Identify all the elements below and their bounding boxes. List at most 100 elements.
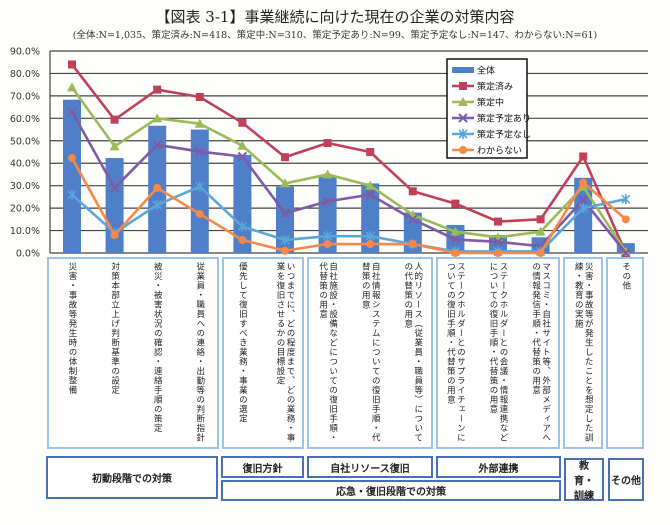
- point-策定予定あり: [322, 196, 333, 207]
- group-external: 外部連携: [436, 456, 561, 478]
- point-策定予定なし: [578, 203, 588, 214]
- point-わからない: [323, 240, 332, 249]
- point-わからない: [408, 240, 417, 249]
- point-策定予定あり: [365, 189, 375, 200]
- point-策定中: [194, 118, 205, 128]
- point-策定中: [450, 226, 461, 236]
- point-策定済み: [281, 153, 289, 162]
- chart-subtitle: (全体:N=1,035、策定済み:N=418、策定中:N=310、策定予定あり:…: [72, 30, 598, 41]
- point-策定済み: [238, 118, 247, 127]
- point-策定済み: [110, 115, 119, 124]
- point-策定済み: [153, 85, 162, 94]
- y-tick-label: 50.0%: [10, 136, 40, 147]
- point-わからない: [451, 249, 460, 257]
- point-策定済み: [536, 215, 545, 224]
- y-tick-label: 0.0%: [16, 249, 40, 260]
- point-策定中: [109, 141, 120, 151]
- y-tick-label: 90.0%: [10, 47, 40, 58]
- category-label: 災害・事故等が発生したことを想定した訓練・教育の実施: [573, 262, 594, 443]
- y-tick-label: 10.0%: [10, 226, 40, 237]
- category-label: ステークホルダーとのサプライチェーンについての復旧手順・代替策の用意: [445, 262, 466, 443]
- category-label: 対策本部立上げ判断基準の設定: [109, 262, 120, 395]
- point-策定予定なし: [323, 231, 333, 242]
- category-label: ステークホルダーとの会議・情報連携などについての復旧手順・代替策の用意: [488, 262, 508, 443]
- category-label: 被災・被害状況の確認・連絡手順の策定: [152, 262, 163, 433]
- category-label: 従業員・職員への連絡・出勤等の判断指針: [194, 262, 205, 443]
- category-group-box-external: [436, 257, 560, 449]
- point-策定予定あり: [621, 248, 631, 258]
- point-策定中: [280, 178, 290, 188]
- group-other: その他: [608, 458, 644, 501]
- point-策定済み: [195, 93, 204, 102]
- y-tick-label: 40.0%: [10, 159, 40, 170]
- point-わからない: [366, 240, 375, 249]
- category-label: 災害・事故等発生時の体制整備: [67, 262, 77, 395]
- legend-label: 策定予定あり: [477, 113, 531, 125]
- point-策定済み: [366, 148, 375, 156]
- point-策定予定なし: [237, 221, 247, 232]
- category-group-box-resources: [307, 257, 433, 449]
- group-own-resources: 自社リソース復旧: [307, 456, 433, 478]
- series-策定済み: [68, 60, 630, 257]
- point-策定中: [365, 180, 376, 190]
- point-策定予定あり: [578, 195, 588, 205]
- y-tick-label: 30.0%: [10, 181, 40, 192]
- line-策定予定あり: [70, 110, 627, 254]
- point-策定中: [152, 113, 163, 123]
- point-策定済み: [579, 152, 588, 161]
- bar-全体: [276, 186, 294, 253]
- series-策定予定あり: [67, 106, 631, 258]
- line-わからない: [70, 157, 627, 255]
- legend-marker: [458, 97, 468, 106]
- legend-swatch: [452, 67, 474, 73]
- category-label: その他: [620, 262, 631, 291]
- point-策定予定なし: [67, 189, 77, 200]
- bar-全体: [318, 176, 337, 253]
- point-策定済み: [408, 187, 417, 196]
- bar-全体: [63, 99, 81, 254]
- category-label: 優先して復旧すべき業務・事業の選定: [237, 262, 248, 424]
- point-策定中: [67, 82, 77, 92]
- point-策定予定あり: [408, 214, 418, 225]
- point-わからない: [110, 231, 119, 240]
- chart-plot: 0.0% 10.0% 20.0% 30.0% 40.0% 50.0% 60.0% 70.0% 8…: [10, 47, 648, 260]
- legend-label: 策定予定なし: [477, 129, 531, 141]
- line-策定中: [70, 86, 627, 253]
- category-label: 人的リソース（従業員・職員等）についての代替策の用意: [402, 262, 423, 443]
- point-策定予定あり: [67, 106, 77, 117]
- point-策定予定あり: [237, 151, 248, 162]
- legend-marker: [459, 146, 467, 154]
- point-策定中: [322, 169, 333, 179]
- category-group-box-initial: [47, 257, 219, 449]
- point-わからない: [536, 249, 545, 257]
- point-わからない: [621, 215, 630, 224]
- point-策定予定あり: [450, 234, 461, 245]
- series-わからない: [68, 154, 630, 257]
- line-策定済み: [70, 63, 627, 254]
- group-recovery-policy: 復旧方針: [221, 456, 304, 478]
- y-tick-label: 70.0%: [10, 91, 40, 102]
- y-tick-label: 60.0%: [10, 114, 40, 125]
- point-わからない: [281, 246, 289, 255]
- category-label: いつまでに、どの程度まで、どの業務・事業を復旧させるかの目標設定: [275, 262, 295, 443]
- category-label: 自社施設・設備などについての復旧手順・代替策の用意: [317, 262, 338, 443]
- chart-title: 【図表 3-1】事業継続に向けた現在の企業の対策内容: [155, 8, 515, 26]
- category-group-box-policy: [222, 257, 304, 449]
- point-策定予定あり: [195, 146, 205, 157]
- group-initial: 初動段階での対策: [46, 456, 218, 499]
- point-策定中: [237, 140, 248, 150]
- point-策定済み: [68, 60, 76, 69]
- point-策定済み: [451, 199, 460, 208]
- y-tick-label: 80.0%: [10, 69, 40, 80]
- point-わからない: [494, 249, 502, 257]
- line-策定予定なし: [71, 185, 627, 253]
- bar-全体: [489, 235, 507, 253]
- point-わからない: [195, 209, 204, 218]
- point-策定予定あり: [280, 208, 290, 218]
- point-わからない: [238, 235, 247, 244]
- legend-marker: [458, 129, 468, 139]
- point-わからない: [579, 178, 588, 187]
- category-group-box-training: [563, 257, 603, 449]
